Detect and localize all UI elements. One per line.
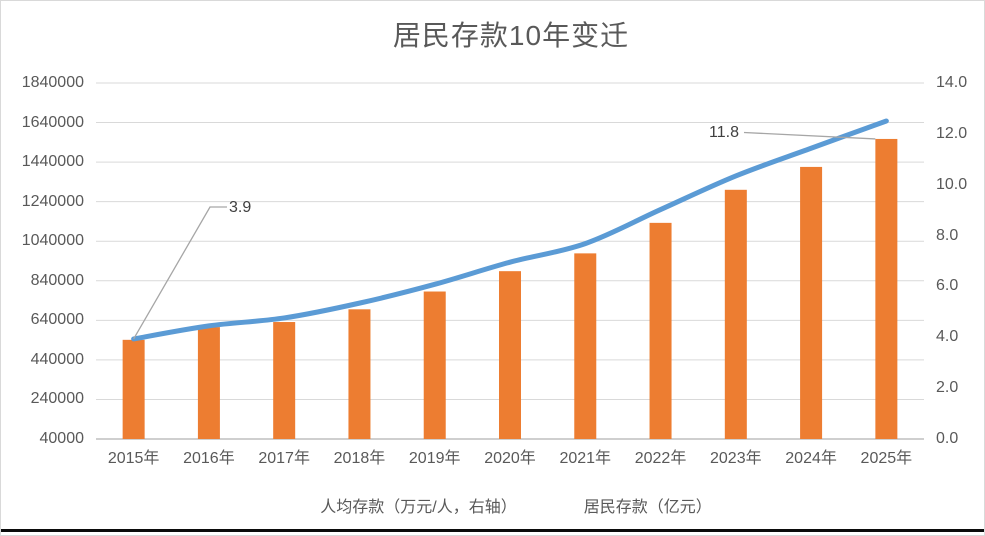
left-axis-tick-label: 840000 — [30, 271, 84, 289]
annotation-label: 3.9 — [229, 199, 252, 216]
left-axis-tick-label: 640000 — [30, 311, 84, 329]
right-axis-tick-label: 4.0 — [936, 328, 959, 346]
bar — [574, 253, 597, 439]
right-axis-tick-label: 8.0 — [936, 226, 959, 244]
bar-series-swatch — [275, 498, 313, 512]
x-axis-category-label: 2016年 — [183, 450, 235, 467]
x-axis-category-label: 2017年 — [258, 450, 310, 467]
chart-title: 居民存款10年变迁 — [392, 20, 630, 51]
bar — [499, 271, 521, 439]
bar — [122, 339, 145, 439]
annotation-leader-line — [743, 131, 876, 140]
right-axis-tick-label: 0.0 — [936, 430, 959, 447]
right-axis-tick-label: 2.0 — [936, 379, 959, 397]
x-axis-category-label: 2021年 — [559, 450, 612, 467]
left-axis-tick-label: 40000 — [39, 430, 85, 447]
right-axis-tick-label: 14.0 — [936, 74, 968, 91]
legend: 人均存款（万元/人，右轴） 居民存款（亿元） — [1, 493, 984, 517]
legend-item-bar-series: 人均存款（万元/人，右轴） — [275, 493, 516, 517]
bar — [197, 327, 220, 439]
right-axis-tick-label: 10.0 — [936, 175, 968, 193]
bar — [800, 166, 823, 439]
bottom-border-line — [1, 529, 984, 532]
left-axis-tick-label: 440000 — [30, 350, 84, 368]
line-series-swatch — [533, 503, 577, 508]
x-axis-category-label: 2019年 — [408, 450, 461, 467]
left-axis-tick-label: 1240000 — [21, 192, 84, 210]
legend-label-bar-series: 人均存款（万元/人，右轴） — [320, 499, 517, 516]
bar — [649, 222, 672, 439]
annotation-leader-line — [133, 206, 227, 340]
x-axis-category-label: 2023年 — [710, 450, 762, 467]
right-axis-tick-label: 6.0 — [936, 277, 959, 295]
x-axis-category-label: 2025年 — [860, 450, 913, 467]
x-axis-category-label: 2022年 — [634, 450, 687, 467]
bar — [423, 291, 446, 439]
legend-label-line-series: 居民存款（亿元） — [583, 499, 712, 516]
right-axis-tick-label: 12.0 — [936, 124, 968, 142]
legend-item-line-series: 居民存款（亿元） — [533, 493, 712, 517]
left-axis-tick-label: 1640000 — [21, 113, 84, 131]
left-axis-tick-label: 1040000 — [21, 232, 84, 250]
x-axis-category-label: 2020年 — [484, 450, 536, 467]
x-axis-category-label: 2015年 — [107, 450, 160, 467]
x-axis-category-label: 2024年 — [785, 450, 837, 467]
left-axis-tick-label: 240000 — [30, 390, 84, 408]
bar — [724, 189, 747, 439]
left-axis-tick-label: 1840000 — [21, 74, 84, 91]
x-axis-category-label: 2018年 — [333, 450, 386, 467]
bar — [348, 309, 371, 439]
deposit-line — [131, 118, 889, 342]
left-axis-tick-label: 1440000 — [21, 153, 84, 171]
bar — [875, 138, 898, 439]
bar — [273, 322, 296, 439]
annotation-label: 11.8 — [709, 124, 739, 141]
